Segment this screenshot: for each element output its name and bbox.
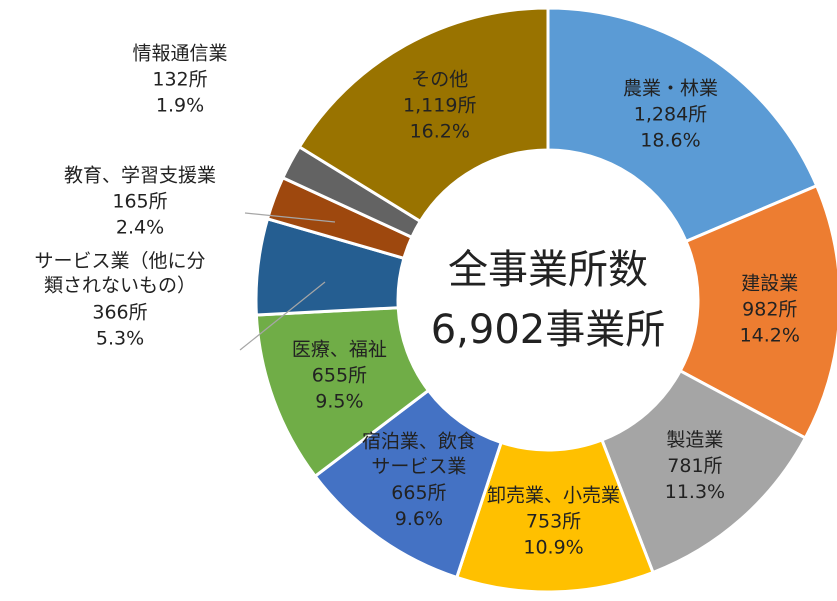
percent-label: 2.4% — [116, 217, 164, 239]
slice-label: 医療、福祉 — [292, 339, 387, 361]
percent-label: 9.6% — [395, 508, 443, 530]
slice-label: 製造業 — [666, 429, 723, 451]
percent-label: 9.5% — [315, 391, 363, 413]
percent-label: 5.3% — [96, 328, 144, 350]
slice-label: その他 — [411, 69, 468, 91]
leader-line — [244, 212, 336, 223]
value-label: 132所 — [152, 69, 207, 91]
percent-label: 1.9% — [156, 95, 204, 117]
percent-label: 10.9% — [523, 536, 583, 558]
percent-label: 16.2% — [410, 121, 470, 143]
value-label: 781所 — [667, 455, 722, 477]
value-label: 1,284所 — [634, 103, 707, 125]
slice-label: 情報通信業 — [132, 43, 227, 65]
value-label: 665所 — [391, 482, 446, 504]
slice-label: 教育、学習支援業 — [64, 165, 216, 187]
percent-label: 18.6% — [640, 129, 700, 151]
center-title: 全事業所数 — [448, 247, 648, 293]
percent-label: 14.2% — [740, 325, 800, 347]
percent-label: 11.3% — [665, 481, 725, 503]
slices — [254, 6, 837, 594]
center-total: 6,902事業所 — [431, 307, 666, 353]
slice-label: 農業・林業 — [623, 77, 718, 99]
slice-label: 宿泊業、飲食サービス業 — [362, 430, 476, 477]
slice-label: 卸売業、小売業 — [487, 484, 620, 506]
leader-line — [239, 281, 326, 351]
value-label: 982所 — [742, 299, 797, 321]
value-label: 753所 — [526, 510, 581, 532]
slice — [546, 6, 819, 244]
slice-label: 建設業 — [741, 273, 798, 295]
value-label: 1,119所 — [403, 95, 476, 117]
value-label: 165所 — [112, 191, 167, 213]
value-label: 655所 — [312, 365, 367, 387]
slice-label: サービス業（他に分類されないもの） — [34, 250, 205, 297]
slice — [297, 6, 550, 224]
value-label: 366所 — [92, 302, 147, 324]
